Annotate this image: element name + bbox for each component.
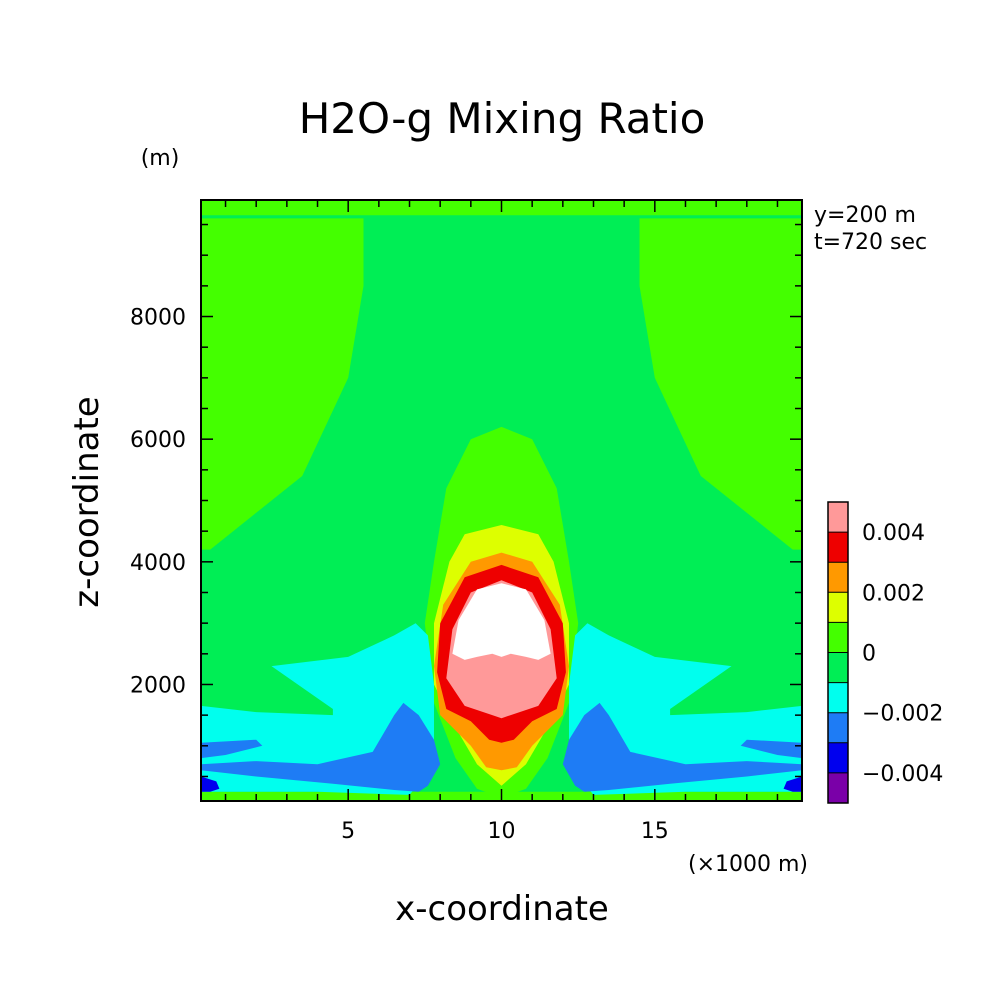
annotation-t: t=720 sec bbox=[814, 230, 927, 255]
chart-title: H2O-g Mixing Ratio bbox=[299, 94, 706, 143]
y-tick-label: 2000 bbox=[130, 673, 186, 698]
colorbar-swatch bbox=[828, 562, 848, 593]
colorbar bbox=[827, 501, 849, 804]
y-tick-labels: 2000 4000 6000 8000 bbox=[130, 306, 186, 699]
colorbar-labels: 0.004 0.002 0 −0.002 −0.004 bbox=[862, 521, 943, 787]
colorbar-tick-label: −0.002 bbox=[862, 702, 943, 727]
contour-region-17 bbox=[201, 776, 220, 792]
colorbar-tick-label: −0.004 bbox=[862, 762, 943, 787]
colorbar-swatch bbox=[828, 772, 848, 803]
y-axis-label: z-coordinate bbox=[67, 396, 107, 607]
contour-plot-area bbox=[201, 200, 802, 801]
colorbar-tick-label: 0.004 bbox=[862, 521, 925, 546]
colorbar-swatch bbox=[828, 652, 848, 683]
x-axis-label: x-coordinate bbox=[395, 889, 609, 929]
colorbar-swatch bbox=[828, 532, 848, 563]
x-tick-label: 5 bbox=[341, 819, 355, 844]
colorbar-swatch bbox=[828, 712, 848, 743]
annotation-y: y=200 m bbox=[814, 203, 916, 228]
y-tick-label: 6000 bbox=[130, 428, 186, 453]
contour-region-16 bbox=[562, 702, 802, 792]
x-unit-label: (×1000 m) bbox=[688, 852, 808, 877]
colorbar-swatch bbox=[828, 682, 848, 713]
colorbar-tick-label: 0.002 bbox=[862, 581, 925, 606]
y-tick-label: 4000 bbox=[130, 551, 186, 576]
x-tick-label: 10 bbox=[488, 819, 516, 844]
colorbar-swatch bbox=[828, 592, 848, 623]
contour-region-15 bbox=[740, 739, 802, 759]
contour-region-2 bbox=[639, 218, 802, 550]
colorbar-swatch bbox=[828, 742, 848, 773]
x-tick-labels: 5 10 15 bbox=[341, 819, 669, 844]
colorbar-swatch bbox=[828, 622, 848, 653]
contour-region-14 bbox=[201, 702, 441, 792]
contour-region-13 bbox=[201, 739, 263, 759]
x-tick-label: 15 bbox=[641, 819, 669, 844]
y-unit-label: (m) bbox=[141, 146, 180, 171]
contour-region-18 bbox=[783, 776, 802, 792]
axis-ticks bbox=[201, 200, 802, 801]
contour-region-1 bbox=[201, 218, 364, 550]
contour-region-10 bbox=[452, 583, 551, 660]
colorbar-tick-label: 0 bbox=[862, 642, 876, 667]
colorbar-swatch bbox=[828, 502, 848, 533]
y-tick-label: 8000 bbox=[130, 306, 186, 331]
